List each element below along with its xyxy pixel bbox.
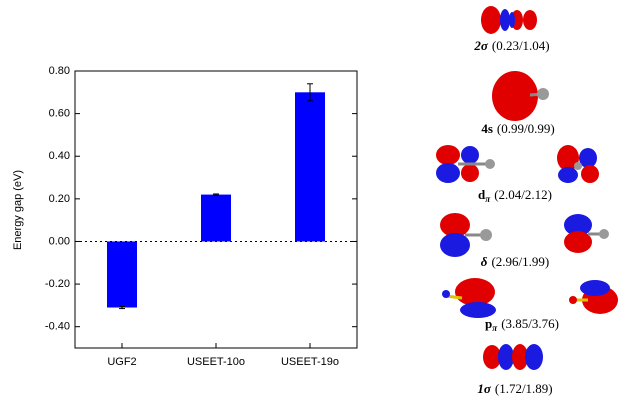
orbital-delta xyxy=(440,213,609,257)
orbital-1s xyxy=(483,344,543,370)
orbital-values: (0.23/1.04) xyxy=(492,38,550,53)
bar xyxy=(107,241,137,307)
orbital-values: (2.96/1.99) xyxy=(491,254,549,269)
x-tick-label: USEET-10o xyxy=(187,356,245,368)
orbital-symbol: 4s xyxy=(481,121,493,136)
y-tick-label: -0.20 xyxy=(45,278,70,290)
orbital-values: (2.04/2.12) xyxy=(494,187,552,202)
x-tick-label: USEET-19o xyxy=(281,356,339,368)
y-tick-label: 0.80 xyxy=(49,65,70,77)
figure: Energy gap (eV) 0.80 0.60 0.40 0.20 0.00 -0.2… xyxy=(0,0,618,402)
y-tick-label: 0.00 xyxy=(49,235,70,247)
orbital-symbol: p xyxy=(485,316,492,331)
orbital-symbol: δ xyxy=(481,254,488,269)
y-tick-label: -0.40 xyxy=(45,321,70,333)
orbital-values: (3.85/3.76) xyxy=(501,316,559,331)
orbital-values: (1.72/1.89) xyxy=(495,381,553,396)
orbital-dpi xyxy=(436,145,599,183)
orbital-subscript: π xyxy=(492,323,498,333)
orbital-symbol: 2σ xyxy=(473,38,489,53)
orbital-label: pπ(3.85/3.76) xyxy=(485,316,559,333)
orbital-symbol: 1σ xyxy=(477,381,492,396)
orbital-2s xyxy=(481,6,537,34)
y-axis-label: Energy gap (eV) xyxy=(12,170,24,250)
orbital-values: (0.99/0.99) xyxy=(497,121,555,136)
orbital-subscript: π xyxy=(485,194,491,204)
orbital-label: dπ(2.04/2.12) xyxy=(478,187,552,204)
bar xyxy=(201,195,231,242)
orbital-ppi xyxy=(442,278,618,318)
orbital-label: 4s (0.99/0.99) xyxy=(481,121,554,136)
orbital-label: 1σ(1.72/1.89) xyxy=(477,381,552,396)
orbital-label: δ(2.96/1.99) xyxy=(481,254,549,269)
orbital-4s xyxy=(492,71,549,121)
bar xyxy=(295,92,325,241)
y-tick-label: 0.60 xyxy=(49,108,70,120)
y-tick-label: 0.40 xyxy=(49,150,70,162)
y-tick-label: 0.20 xyxy=(49,193,70,205)
x-tick-label: UGF2 xyxy=(107,356,136,368)
orbital-label: 2σ(0.23/1.04) xyxy=(473,38,549,53)
